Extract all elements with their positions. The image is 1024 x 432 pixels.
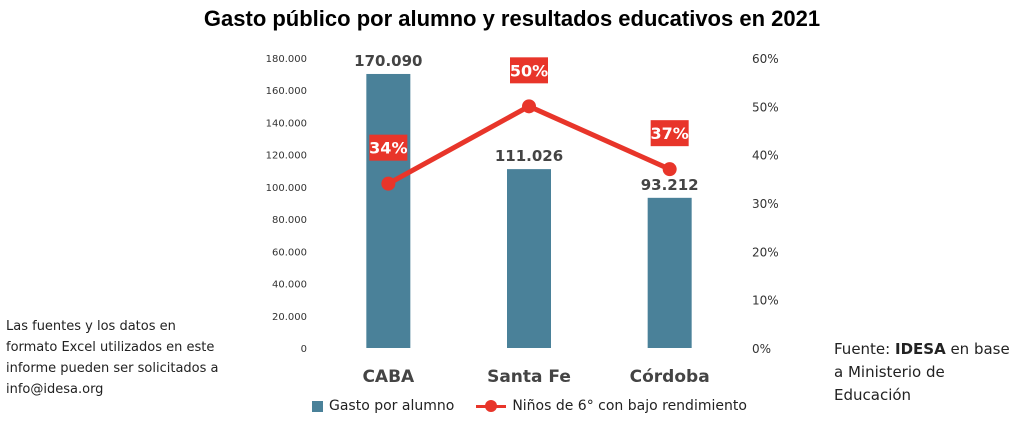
legend-line-label: Niños de 6° con bajo rendimiento: [512, 398, 747, 414]
source-suffix: en base a Ministerio de Educación: [834, 340, 1010, 404]
data-source-note: Las fuentes y los datos en formato Excel…: [6, 319, 219, 397]
legend-bar-swatch: [312, 400, 323, 412]
right-tick-label: 50%: [752, 100, 779, 114]
line-label-box: [369, 134, 408, 161]
right-tick-label: 30%: [752, 197, 779, 211]
legend-bar-label: Gasto por alumno: [329, 398, 455, 414]
right-tick-label: 0%: [752, 342, 771, 356]
legend-item-line: Niños de 6° con bajo rendimiento: [476, 398, 747, 414]
category-label: Córdoba: [630, 367, 710, 387]
legend-line-swatch: [476, 400, 507, 412]
left-tick-label: 100.000: [266, 183, 307, 194]
bars: 170.090 111.026 93.212: [354, 52, 699, 348]
line-value-label: 34%: [369, 139, 407, 158]
left-tick-label: 60.000: [272, 247, 307, 258]
line-label-box: [650, 120, 689, 147]
category-label: Santa Fe: [487, 367, 571, 387]
bar-value-label: 93.212: [641, 176, 699, 194]
right-axis: 0% 10% 20% 30% 40% 50% 60%: [752, 52, 779, 356]
line-point: [381, 176, 396, 191]
line-label-box: [510, 57, 548, 84]
source-credit: Fuente: IDESA en base a Ministerio de Ed…: [834, 338, 1014, 407]
legend: Gasto por alumno Niños de 6° con bajo re…: [312, 396, 769, 416]
line-series: 34% 50% 37%: [369, 57, 689, 191]
line-value-label: 37%: [651, 124, 689, 143]
source-prefix: Fuente:: [834, 340, 895, 358]
left-tick-label: 0: [301, 344, 307, 355]
source-bold: IDESA: [894, 340, 946, 358]
right-tick-label: 40%: [752, 149, 779, 163]
category-label: CABA: [362, 367, 415, 387]
bar: [366, 73, 411, 348]
left-tick-label: 80.000: [272, 215, 307, 226]
left-tick-label: 180.000: [266, 54, 307, 65]
legend-item-bars: Gasto por alumno: [312, 398, 454, 414]
left-tick-label: 140.000: [266, 118, 307, 129]
right-tick-label: 10%: [752, 294, 779, 308]
line-point: [662, 162, 677, 177]
left-tick-label: 120.000: [266, 151, 307, 162]
left-axis: 0 20.000 40.000 60.000 80.000 100.000 120.000 1…: [266, 54, 307, 355]
left-tick-label: 20.000: [272, 312, 307, 323]
right-tick-label: 60%: [752, 52, 779, 66]
category-labels: CABA Santa Fe Córdoba: [362, 367, 709, 387]
bar: [507, 169, 551, 348]
left-tick-label: 40.000: [272, 280, 307, 291]
bar-value-label: 111.026: [495, 147, 563, 165]
line-value-label: 50%: [510, 61, 548, 80]
chart-title: Gasto público por alumno y resultados ed…: [203, 6, 821, 31]
bar: [647, 197, 692, 348]
right-tick-label: 20%: [752, 245, 779, 259]
left-tick-label: 160.000: [266, 86, 307, 97]
bar-value-label: 170.090: [354, 52, 422, 70]
line-point: [522, 99, 536, 114]
